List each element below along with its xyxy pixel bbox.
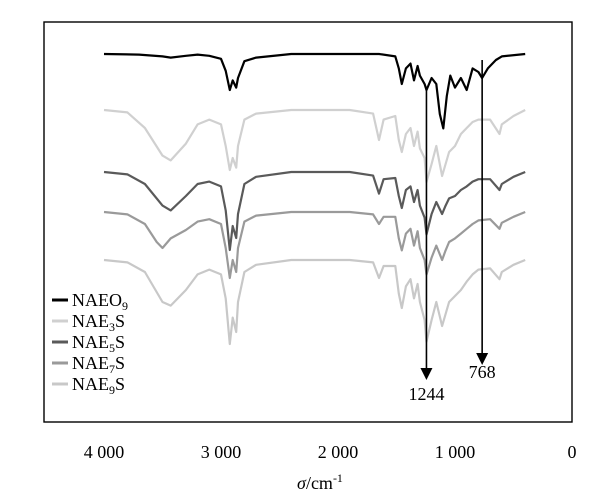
x-axis-label-unit: /cm <box>306 473 333 493</box>
series-line-1 <box>103 52 526 130</box>
legend-label-4: NAE7S <box>72 353 125 376</box>
annotation-label-768: 768 <box>469 362 496 382</box>
series-layer <box>103 52 526 346</box>
series-line-4 <box>103 210 526 280</box>
x-tick-label-1: 4 000 <box>84 442 125 462</box>
series-line-3 <box>103 170 526 252</box>
x-axis-label: σ/cm-1 <box>297 471 343 493</box>
x-tick-label-5: 0 <box>568 442 577 462</box>
legend-label-3: NAE5S <box>72 332 125 355</box>
legend-label-5: NAE9S <box>72 374 125 397</box>
series-line-2 <box>103 108 526 184</box>
x-axis-label-symbol: σ <box>297 473 307 493</box>
annotation-label-1244: 1244 <box>408 384 444 404</box>
legend-label-2: NAE3S <box>72 311 125 334</box>
tick-layer: 4 000 3 000 2 000 1 000 0 <box>84 442 577 462</box>
x-axis-label-exponent: -1 <box>333 471 343 485</box>
plot-frame <box>43 21 573 423</box>
annotation-arrow-768 <box>476 353 489 365</box>
legend-label-1: NAEO9 <box>72 290 128 313</box>
x-tick-label-4: 1 000 <box>435 442 476 462</box>
x-tick-label-3: 2 000 <box>318 442 359 462</box>
annotation-arrow-1244 <box>420 368 433 380</box>
x-tick-label-2: 3 000 <box>201 442 242 462</box>
annotation-layer: 1244 768 <box>408 60 496 404</box>
series-line-5 <box>103 258 526 346</box>
